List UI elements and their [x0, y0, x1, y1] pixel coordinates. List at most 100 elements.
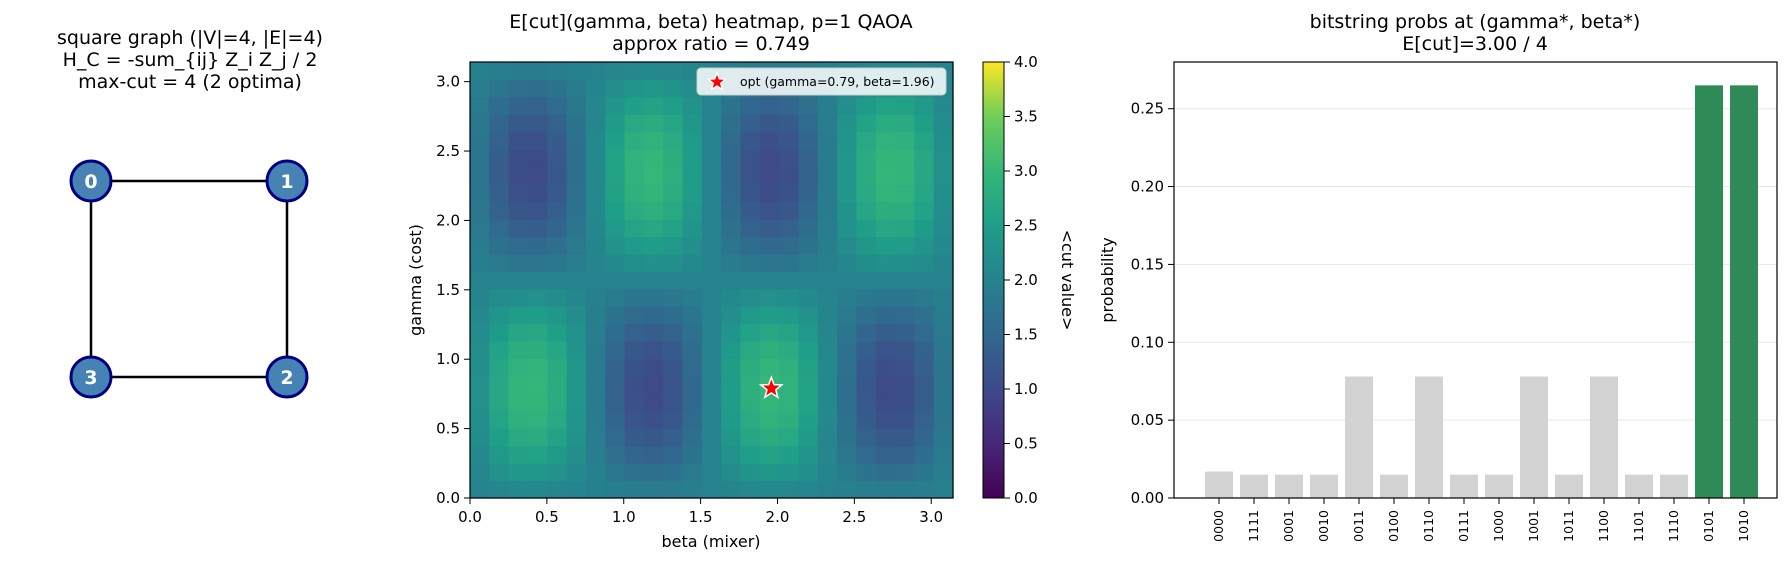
heatmap-cell: [663, 271, 684, 290]
heatmap-cell: [837, 236, 857, 255]
heatmap-cell: [547, 428, 568, 447]
heatmap-cell: [643, 410, 664, 429]
heatmap-cell: [508, 201, 529, 220]
heatmap-cell: [470, 428, 490, 447]
heatmap-cell: [914, 96, 935, 115]
heatmap-cell: [933, 271, 954, 290]
heatmap-cell: [470, 288, 490, 307]
heatmap-cell: [779, 253, 800, 272]
y-tick-label: 0.10: [1131, 333, 1164, 351]
heatmap-cell: [933, 131, 954, 150]
heatmap-cell: [721, 445, 742, 464]
heatmap-cell: [489, 149, 510, 168]
bar-y-label: probability: [1098, 237, 1117, 322]
heatmap-cell: [798, 306, 819, 325]
heatmap-cell: [740, 253, 761, 272]
heatmap-cell: [798, 201, 819, 220]
heatmap-cell: [895, 375, 915, 394]
heatmap-cell: [566, 114, 587, 133]
heatmap-cell: [624, 62, 645, 81]
heatmap-cell: [740, 288, 761, 307]
heatmap-cell: [470, 149, 490, 168]
heatmap-cell: [701, 236, 722, 255]
heatmap-cell: [566, 62, 587, 81]
heatmap-cell: [721, 184, 742, 203]
heatmap-cell: [527, 463, 548, 482]
heatmap-cell: [682, 306, 703, 325]
graph-node-label: 3: [84, 367, 97, 389]
colorbar-tick-label: 3.0: [1014, 162, 1038, 180]
heatmap-cell: [701, 393, 722, 412]
heatmap-cell: [663, 236, 684, 255]
heatmap-cell: [547, 393, 568, 412]
heatmap-cell: [798, 375, 819, 394]
heatmap-cell: [837, 131, 857, 150]
heatmap-cell: [895, 271, 915, 290]
heatmap-cell: [721, 236, 742, 255]
heatmap-cell: [779, 271, 800, 290]
heatmap-cell: [895, 410, 915, 429]
heatmap-cell: [721, 306, 742, 325]
x-tick-label: 1.0: [612, 508, 636, 526]
heatmap-cell: [643, 445, 664, 464]
heatmap-cell: [817, 201, 838, 220]
heatmap-cell: [470, 62, 490, 81]
heatmap-cell: [701, 480, 722, 499]
heatmap-cell: [508, 393, 529, 412]
heatmap-cell: [759, 201, 780, 220]
heatmap-cell: [566, 201, 587, 220]
heatmap-cell: [489, 79, 510, 98]
heatmap-cell: [470, 201, 490, 220]
heatmap-x-label: beta (mixer): [661, 532, 760, 551]
heatmap-cell: [817, 253, 838, 272]
heatmap-cell: [508, 428, 529, 447]
heatmap-cell: [470, 463, 490, 482]
heatmap-cell: [605, 375, 626, 394]
title-line: E[cut](gamma, beta) heatmap, p=1 QAOA: [509, 11, 912, 33]
heatmap-cell: [527, 218, 548, 237]
heatmap-cell: [663, 410, 684, 429]
heatmap-cell: [779, 445, 800, 464]
heatmap-cell: [682, 410, 703, 429]
heatmap-cell: [547, 218, 568, 237]
heatmap-cell: [605, 79, 626, 98]
heatmap-cell: [817, 184, 838, 203]
heatmap-cell: [740, 445, 761, 464]
heatmap-cell: [527, 96, 548, 115]
heatmap-cell: [817, 114, 838, 133]
heatmap-cell: [914, 184, 935, 203]
heatmap-cell: [798, 96, 819, 115]
heatmap-cell: [759, 271, 780, 290]
heatmap-cell: [489, 96, 510, 115]
heatmap-cell: [566, 375, 587, 394]
heatmap-cell: [837, 253, 857, 272]
heatmap-cell: [489, 201, 510, 220]
heatmap-cell: [875, 358, 896, 377]
heatmap-cell: [740, 375, 761, 394]
bar-1010: [1730, 85, 1758, 498]
heatmap-cell: [798, 428, 819, 447]
colorbar-tick-label: 1.0: [1014, 380, 1038, 398]
heatmap-cell: [933, 218, 954, 237]
heatmap-cell: [643, 288, 664, 307]
legend-label: opt (gamma=0.79, beta=1.96): [740, 74, 935, 89]
heatmap-cell: [701, 271, 722, 290]
heatmap-cell: [527, 131, 548, 150]
bar-1101: [1625, 474, 1653, 498]
heatmap-cell: [798, 166, 819, 185]
heatmap-cell: [663, 480, 684, 499]
graph-node-label: 0: [84, 171, 97, 193]
heatmap-cell: [721, 114, 742, 133]
heatmap-cell: [682, 201, 703, 220]
heatmap-cell: [856, 271, 877, 290]
heatmap-cell: [701, 218, 722, 237]
heatmap-cell: [643, 341, 664, 360]
heatmap-cell: [875, 288, 896, 307]
heatmap-cell: [701, 114, 722, 133]
heatmap-cell: [895, 463, 915, 482]
x-tick-label: 2.5: [842, 508, 866, 526]
heatmap-cell: [837, 166, 857, 185]
heatmap-cell: [779, 393, 800, 412]
heatmap-cell: [566, 410, 587, 429]
heatmap-cell: [508, 131, 529, 150]
